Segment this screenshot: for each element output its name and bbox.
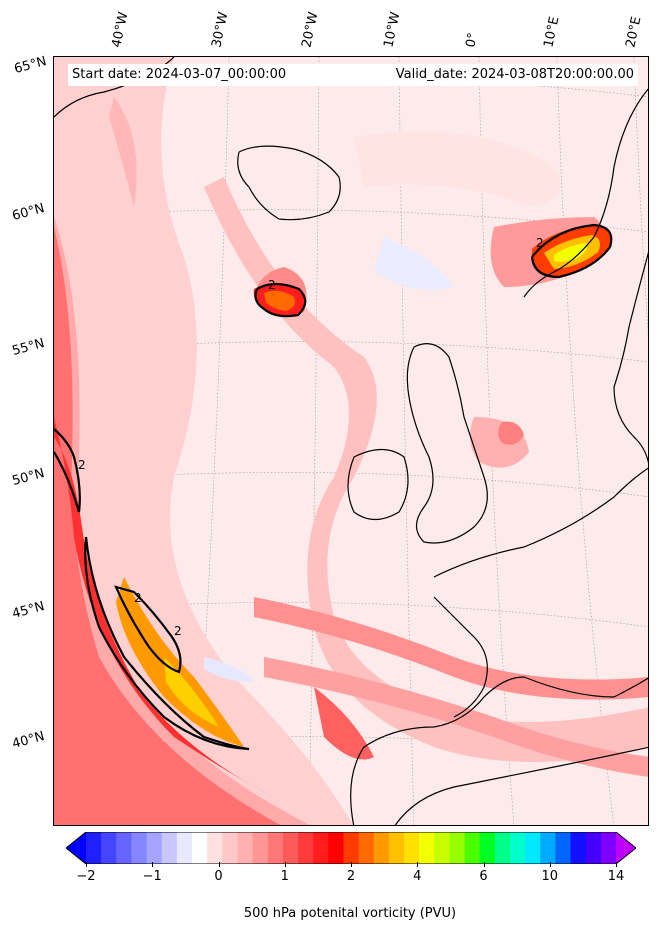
colorbar-segment (313, 832, 329, 864)
colorbar-extend-max (616, 832, 636, 864)
lon-label-0: 0° (463, 31, 482, 49)
colorbar-segment (252, 832, 269, 864)
colorbar-segment (540, 832, 556, 864)
colorbar-segment (222, 832, 238, 864)
colorbar-segment (585, 832, 602, 864)
colorbar-tick-label: 10 (541, 869, 559, 884)
colorbar-segment (282, 832, 299, 864)
lon-label-10e: 10°E (541, 15, 563, 50)
colorbar-segment (192, 832, 208, 864)
lon-label-40w: 40°W (109, 10, 132, 49)
lat-label-50n: 50°N (10, 466, 47, 489)
colorbar-tick-mark (616, 862, 617, 867)
contour-label: 2 (174, 624, 182, 638)
colorbar-tick-label: 4 (413, 869, 422, 884)
colorbar-segment (419, 832, 435, 864)
colorbar-tick-mark (483, 862, 485, 867)
colorbar-segment (343, 832, 360, 864)
contour-labels: 2 2 2 2 2 (78, 236, 544, 638)
colorbar-segment (373, 832, 390, 864)
lon-label-30w: 30°W (209, 10, 232, 49)
lon-label-20w: 20°W (299, 10, 322, 49)
pv2-contours (54, 223, 613, 751)
colorbar-tick-mark (152, 862, 154, 867)
colorbar (65, 831, 637, 865)
colorbar-tick-label: −2 (76, 869, 96, 884)
map-frame[interactable]: 2 2 2 2 2 (53, 56, 649, 826)
colorbar-tick-mark (417, 862, 419, 867)
colorbar-segment (161, 832, 178, 864)
contour-label: 2 (78, 458, 86, 472)
lat-label-65n: 65°N (12, 54, 49, 77)
colorbar-segment (86, 832, 102, 864)
contour-label: 2 (268, 278, 276, 292)
colorbar-segment (464, 832, 481, 864)
colorbar-segment (207, 832, 223, 864)
colorbar-segment (449, 832, 466, 864)
colorbar-svg (65, 831, 637, 865)
colorbar-segment (600, 832, 617, 864)
colorbar-segment (404, 832, 420, 864)
colorbar-segment (146, 832, 163, 864)
lon-label-10w: 10°W (381, 10, 404, 49)
colorbar-tick-mark (351, 862, 352, 867)
colorbar-segment (101, 832, 117, 864)
colorbar-segment (237, 832, 254, 864)
coastlines (54, 57, 648, 825)
colorbar-tick-label: 2 (346, 869, 356, 884)
colorbar-tick-mark (549, 862, 551, 867)
colorbar-tick-label: 14 (607, 869, 625, 884)
colorbar-segment (570, 832, 587, 864)
lat-label-45n: 45°N (10, 599, 47, 622)
pv-field (54, 57, 648, 825)
lat-label-60n: 60°N (10, 201, 47, 224)
colorbar-segment (298, 832, 314, 864)
colorbar-tick-mark (218, 862, 220, 867)
contour-label: 2 (536, 236, 544, 250)
colorbar-segment (328, 832, 344, 864)
colorbar-segment (358, 832, 375, 864)
start-date-label: Start date: 2024-03-07_00:00:00 (68, 64, 362, 86)
colorbar-segment (494, 832, 511, 864)
lon-label-20e: 20°E (623, 15, 645, 50)
colorbar-tick-label: 6 (479, 869, 488, 884)
colorbar-segment (116, 832, 132, 864)
colorbar-segment (131, 832, 148, 864)
colorbar-segment (479, 832, 496, 864)
lat-label-40n: 40°N (10, 729, 47, 752)
colorbar-tick-mark (284, 862, 286, 867)
colorbar-tick-label: 0 (214, 869, 223, 884)
lat-label-55n: 55°N (10, 336, 47, 359)
colorbar-tick-label: 1 (280, 869, 289, 884)
colorbar-segment (510, 832, 526, 864)
colorbar-segment (176, 832, 193, 864)
colorbar-extend-min (66, 832, 86, 864)
valid-date-label: Valid_date: 2024-03-08T20:00:00.00 (358, 64, 638, 86)
colorbar-segment (555, 832, 572, 864)
pv-map: 2 2 2 2 2 (54, 57, 648, 825)
colorbar-tick-mark (86, 862, 87, 867)
colorbar-tick-label: −1 (142, 869, 162, 884)
colorbar-segment (267, 832, 284, 864)
colorbar-segment (388, 832, 405, 864)
colorbar-segment (434, 832, 450, 864)
contour-label: 2 (134, 591, 142, 605)
colorbar-title: 500 hPa potenital vorticity (PVU) (243, 906, 457, 921)
colorbar-segment (525, 832, 541, 864)
